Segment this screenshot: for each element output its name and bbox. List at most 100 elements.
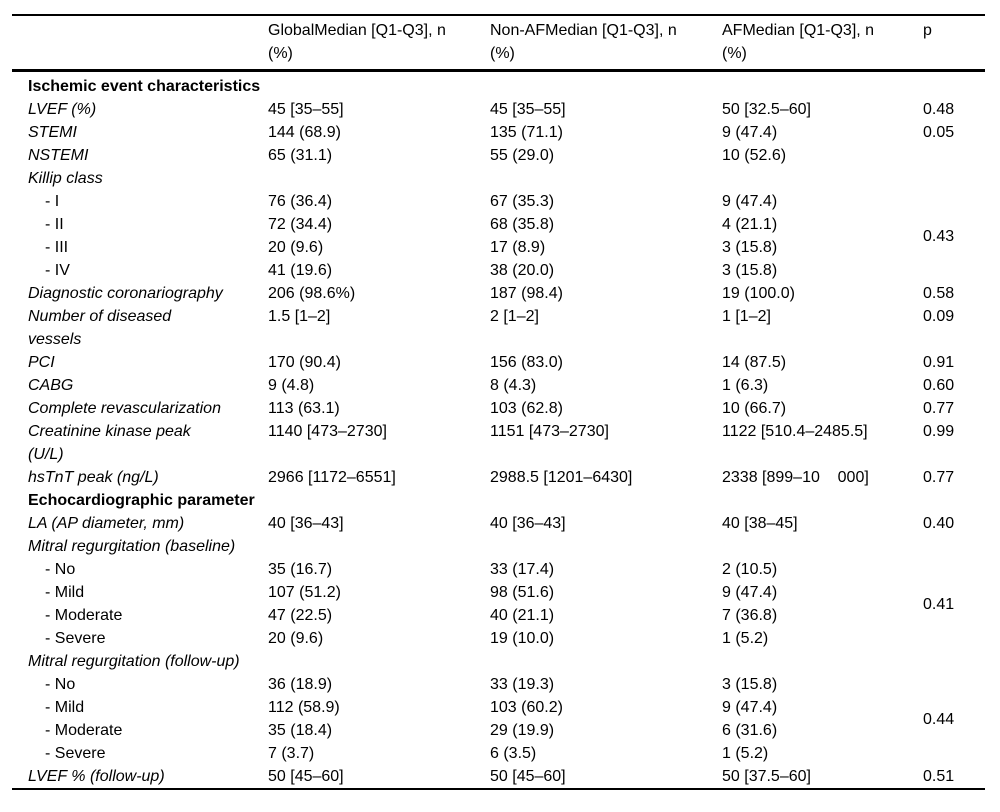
table-row: STEMI 144 (68.9) 135 (71.1) 9 (47.4) 0.05: [12, 121, 985, 144]
row-label: LA (AP diameter, mm): [28, 515, 185, 532]
cell-nonaf: 2988.5 [1201–6430]: [490, 469, 633, 486]
table-row: Number of diseased vessels 1.5 [1–2] 2 [1–…: [12, 305, 985, 351]
cell-nonaf: [490, 489, 722, 512]
row-label: PCI: [28, 354, 55, 371]
cell-af: 3 (15.8): [722, 239, 778, 256]
cell-af: [722, 650, 923, 673]
cell-global: 40 [36–43]: [268, 515, 344, 532]
cell-global: 206 (98.6%): [268, 285, 356, 302]
row-label: - No: [45, 561, 76, 578]
cell-nonaf: [490, 167, 722, 190]
row-label: - IV: [45, 262, 70, 279]
table-row: NSTEMI 65 (31.1) 55 (29.0) 10 (52.6): [12, 144, 985, 167]
cell-p: [923, 144, 985, 167]
cell-af: 10 (66.7): [722, 400, 787, 417]
cell-p: 0.91: [923, 354, 955, 371]
cell-nonaf: 19 (10.0): [490, 630, 555, 647]
row-label: Creatinine kinase peak (U/L): [28, 423, 191, 463]
table-row: Killip class: [12, 167, 985, 190]
cell-global: 1140 [473–2730]: [268, 423, 387, 440]
cell-p: 0.40: [923, 515, 955, 532]
table-row: Diagnostic coronariography 206 (98.6%) 187…: [12, 282, 985, 305]
cell-p: 0.58: [923, 285, 955, 302]
table-row: - Severe 7 (3.7) 6 (3.5) 1 (5.2): [12, 742, 985, 765]
cell-global: 112 (58.9): [268, 699, 340, 716]
cell-af: 1 (5.2): [722, 745, 769, 762]
table-row: - I 76 (36.4) 67 (35.3) 9 (47.4) 0.43: [12, 190, 985, 245]
table-row: - III 20 (9.6) 17 (8.9) 3 (15.8): [12, 236, 985, 259]
cell-nonaf: 55 (29.0): [490, 147, 555, 164]
cell-nonaf: 68 (35.8): [490, 216, 555, 233]
cell-af: 14 (87.5): [722, 354, 787, 371]
table-row: Complete revascularization 113 (63.1) 103 …: [12, 397, 985, 420]
row-label: - Moderate: [45, 607, 123, 624]
cell-global: 41 (19.6): [268, 262, 333, 279]
row-label: LVEF % (follow-up): [28, 768, 165, 785]
cell-global: 2966 [1172–6551]: [268, 469, 396, 486]
cell-af: 10 (52.6): [722, 147, 787, 164]
cell-global: 107 (51.2): [268, 584, 341, 601]
cell-nonaf: [490, 535, 722, 558]
cell-global: [268, 71, 490, 99]
row-label: Number of diseased vessels: [28, 308, 172, 348]
cell-nonaf: 98 (51.6): [490, 584, 555, 601]
table-row: PCI 170 (90.4) 156 (83.0) 14 (87.5) 0.91: [12, 351, 985, 374]
table-row: - Mild 112 (58.9) 103 (60.2) 9 (47.4): [12, 696, 985, 719]
row-label: LVEF (%): [28, 101, 97, 118]
table-row: Mitral regurgitation (baseline): [12, 535, 985, 558]
row-label: Diagnostic coronariography: [28, 285, 223, 302]
header-row: GlobalMedian [Q1-Q3], n (%) Non-AFMedian…: [12, 15, 985, 72]
table-row: - Moderate 35 (18.4) 29 (19.9) 6 (31.6): [12, 719, 985, 742]
cell-p: 0.51: [923, 768, 955, 785]
table-row: - No 36 (18.9) 33 (19.3) 3 (15.8) 0.44: [12, 673, 985, 728]
cell-af: 4 (21.1): [722, 216, 778, 233]
cell-global: 20 (9.6): [268, 630, 324, 647]
table-row: - II 72 (34.4) 68 (35.8) 4 (21.1): [12, 213, 985, 236]
cell-p: 0.43: [923, 227, 955, 245]
cell-af: 40 [38–45]: [722, 515, 798, 532]
cell-nonaf: 45 [35–55]: [490, 101, 566, 118]
cell-nonaf: 6 (3.5): [490, 745, 537, 762]
row-label: Echocardiographic parameter: [28, 492, 255, 509]
cell-global: 113 (63.1): [268, 400, 340, 417]
row-label: Mitral regurgitation (baseline): [28, 538, 236, 555]
cell-nonaf: 8 (4.3): [490, 377, 537, 394]
clinical-characteristics-table: GlobalMedian [Q1-Q3], n (%) Non-AFMedian…: [12, 14, 985, 790]
header-global: GlobalMedian [Q1-Q3], n (%): [268, 15, 490, 72]
cell-nonaf: 187 (98.4): [490, 285, 563, 302]
cell-af: 50 [37.5–60]: [722, 768, 811, 785]
row-label: Killip class: [28, 170, 103, 187]
cell-p: 0.77: [923, 400, 955, 417]
cell-global: 76 (36.4): [268, 193, 333, 210]
row-label: STEMI: [28, 124, 77, 141]
cell-nonaf: 67 (35.3): [490, 193, 555, 210]
cell-global: 20 (9.6): [268, 239, 324, 256]
row-label: - III: [45, 239, 69, 256]
header-nonaf: Non-AFMedian [Q1-Q3], n (%): [490, 15, 722, 72]
cell-af: 9 (47.4): [722, 193, 778, 210]
cell-af: 2338 [899–10 000]: [722, 469, 869, 486]
table-row: - Moderate 47 (22.5) 40 (21.1) 7 (36.8): [12, 604, 985, 627]
header-p: p: [923, 15, 985, 72]
table-row: - Severe 20 (9.6) 19 (10.0) 1 (5.2): [12, 627, 985, 650]
cell-nonaf: 40 [36–43]: [490, 515, 566, 532]
cell-af: 1 (5.2): [722, 630, 769, 647]
cell-af: 9 (47.4): [722, 124, 778, 141]
cell-nonaf: 103 (62.8): [490, 400, 563, 417]
table-header: GlobalMedian [Q1-Q3], n (%) Non-AFMedian…: [12, 15, 985, 72]
row-label: NSTEMI: [28, 147, 89, 164]
cell-p: [923, 489, 985, 512]
cell-nonaf: 40 (21.1): [490, 607, 555, 624]
header-af: AFMedian [Q1-Q3], n (%): [722, 15, 923, 72]
cell-global: [268, 167, 490, 190]
cell-global: 72 (34.4): [268, 216, 333, 233]
table-row: LVEF % (follow-up) 50 [45–60] 50 [45–60] 50…: [12, 765, 985, 789]
row-label: Complete revascularization: [28, 400, 221, 417]
table-row: - No 35 (16.7) 33 (17.4) 2 (10.5) 0.41: [12, 558, 985, 613]
cell-p: 0.60: [923, 377, 955, 394]
cell-af: 7 (36.8): [722, 607, 778, 624]
cell-nonaf: 29 (19.9): [490, 722, 555, 739]
cell-af: [722, 535, 923, 558]
row-label: - Severe: [45, 630, 106, 647]
cell-global: 7 (3.7): [268, 745, 315, 762]
